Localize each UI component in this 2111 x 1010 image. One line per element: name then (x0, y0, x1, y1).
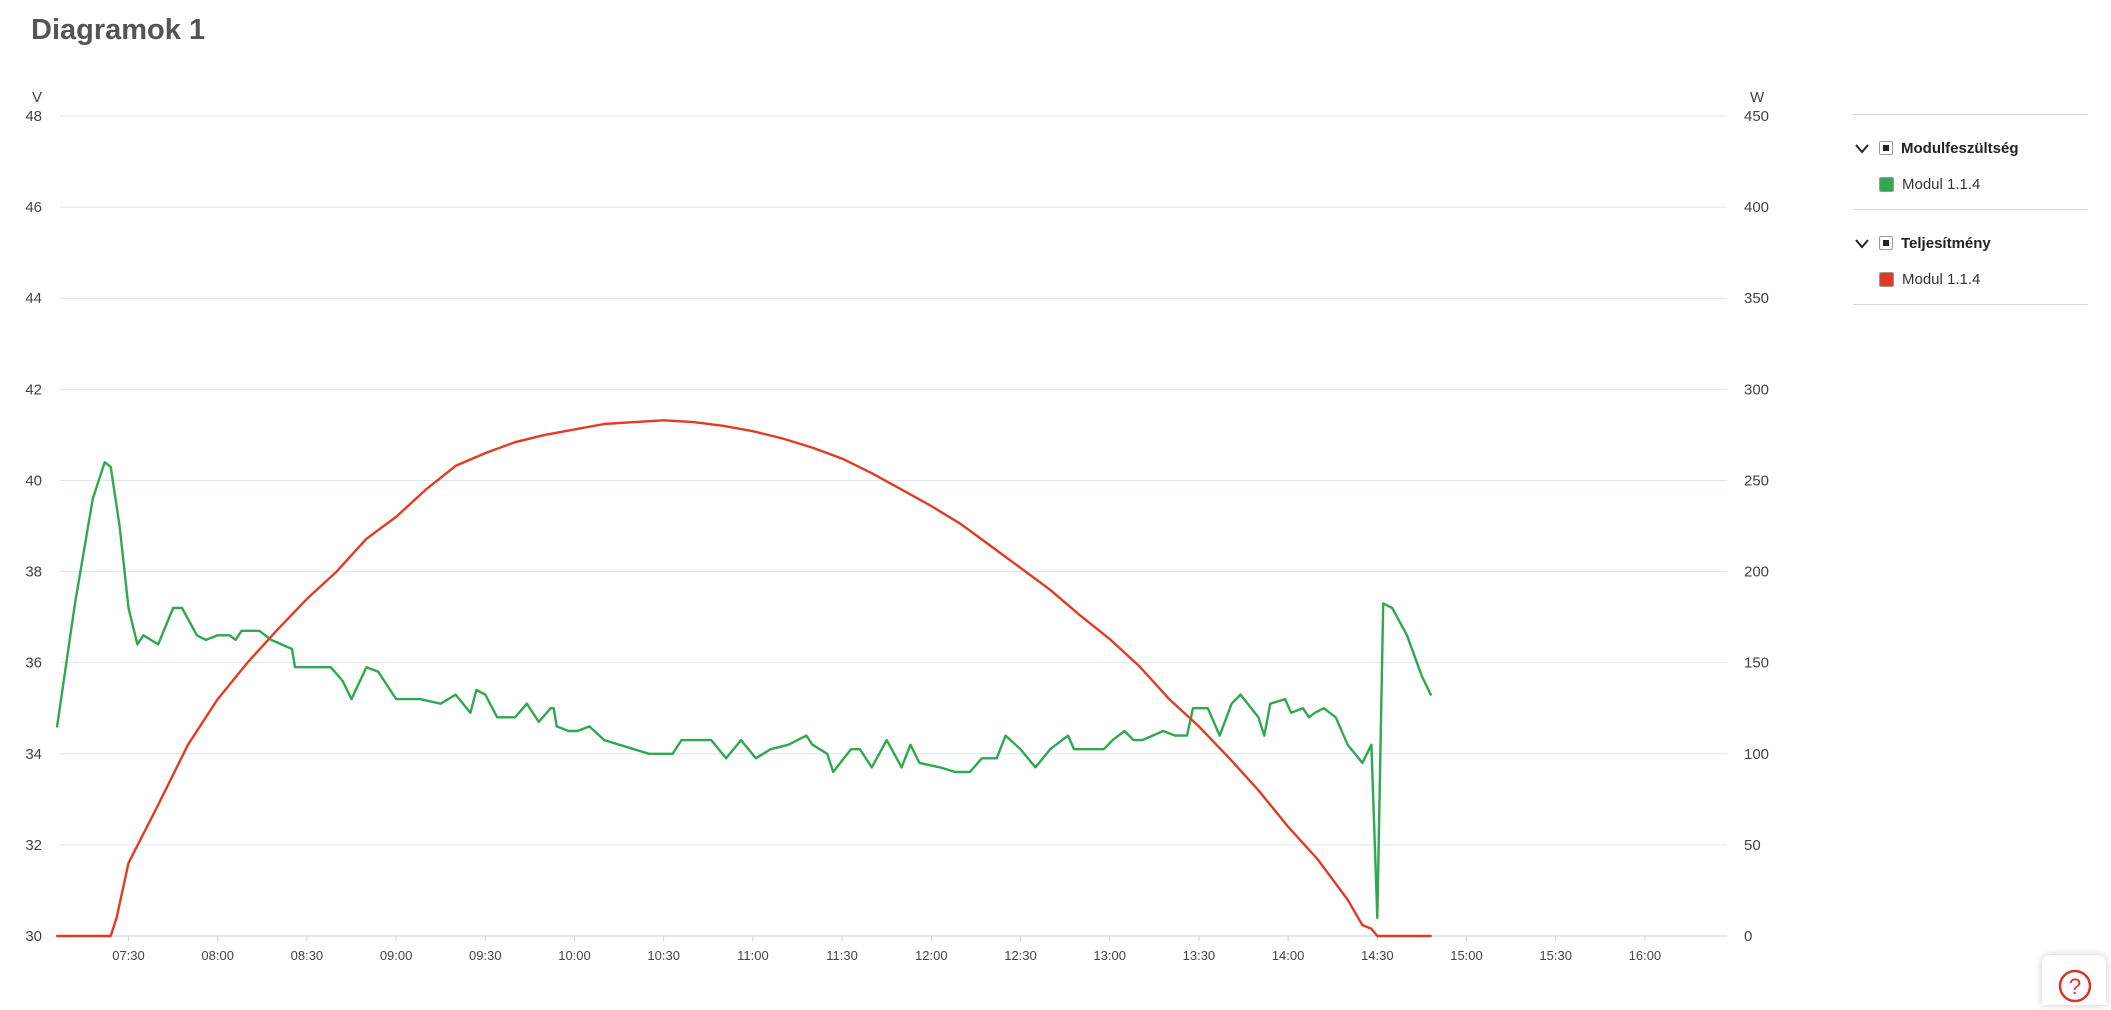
legend-divider (1853, 304, 2088, 305)
legend-group-power: Teljesítmény Modul 1.1.4 (1853, 210, 2088, 304)
y-right-tick-label: 250 (1744, 472, 1769, 489)
x-tick-label: 15:30 (1539, 948, 1572, 963)
legend-group-header[interactable]: Modulfeszültség (1853, 137, 2088, 159)
series-line-power (55, 419, 1432, 938)
x-tick-label: 09:00 (380, 948, 413, 963)
legend-item-voltage-modul[interactable]: Modul 1.1.4 (1879, 173, 2088, 195)
x-tick-label: 10:30 (647, 948, 680, 963)
x-tick-label: 12:00 (915, 948, 948, 963)
y-right-tick-label: 200 (1744, 564, 1769, 581)
x-tick-label: 08:30 (291, 948, 324, 963)
y-right-tick-label: 100 (1744, 746, 1769, 763)
x-tick-label: 11:30 (826, 948, 858, 963)
y-left-tick-label: 44 (25, 290, 42, 307)
y-right-tick-label: 50 (1744, 837, 1761, 854)
y-left-tick-label: 46 (25, 199, 42, 216)
legend-divider (1853, 114, 2088, 115)
legend-item-power-modul[interactable]: Modul 1.1.4 (1879, 268, 2088, 290)
y-left-tick-label: 34 (25, 746, 42, 763)
chevron-down-icon[interactable] (1853, 234, 1871, 252)
legend-divider (1853, 209, 2088, 210)
x-tick-label: 09:30 (469, 948, 502, 963)
y-right-unit-label: W (1750, 89, 1765, 106)
legend-group-checkbox[interactable] (1879, 141, 1893, 155)
legend-group-header[interactable]: Teljesítmény (1853, 232, 2088, 254)
x-tick-label: 08:00 (201, 948, 234, 963)
y-left-tick-label: 32 (25, 837, 42, 854)
x-tick-label: 13:30 (1183, 948, 1216, 963)
y-right-tick-label: 0 (1744, 928, 1752, 945)
grid-lines (60, 115, 1727, 937)
legend-swatch[interactable] (1879, 176, 1894, 192)
y-left-tick-label: 36 (25, 655, 42, 672)
y-right-tick-label: 350 (1744, 290, 1769, 307)
y-right-tick-label: 400 (1744, 199, 1769, 216)
x-tick-label: 16:00 (1629, 948, 1662, 963)
y-right-tick-label: 150 (1744, 655, 1769, 672)
chevron-down-icon[interactable] (1853, 139, 1871, 157)
legend-group-label: Modulfeszültség (1901, 139, 2019, 157)
legend-group-voltage: Modulfeszültség Modul 1.1.4 (1853, 115, 2088, 209)
x-tick-label: 11:00 (737, 948, 769, 963)
y-left-tick-label: 30 (25, 928, 42, 945)
x-tick-label: 12:30 (1004, 948, 1037, 963)
y-left-tick-label: 48 (25, 108, 42, 125)
y-left-tick-label: 40 (25, 472, 42, 489)
x-tick-label: 10:00 (558, 948, 591, 963)
help-button[interactable]: ? (2042, 955, 2106, 1005)
y-left-tick-label: 42 (25, 381, 42, 398)
y-left-unit-label: V (32, 89, 42, 106)
page-title: Diagramok 1 (31, 14, 206, 46)
x-tick-label: 13:00 (1093, 948, 1126, 963)
series-line-voltage (55, 461, 1432, 919)
legend: Modulfeszültség Modul 1.1.4 Teljesítmény… (1853, 114, 2088, 305)
x-tick-label: 14:00 (1272, 948, 1305, 963)
legend-item-label: Modul 1.1.4 (1902, 270, 1981, 288)
y-right-tick-label: 450 (1744, 108, 1769, 125)
legend-group-label: Teljesítmény (1901, 234, 1991, 252)
x-tick-label: 07:30 (112, 948, 145, 963)
x-tick-label: 14:30 (1361, 948, 1394, 963)
legend-swatch[interactable] (1879, 271, 1894, 287)
y-right-tick-label: 300 (1744, 381, 1769, 398)
legend-item-label: Modul 1.1.4 (1902, 175, 1981, 193)
legend-group-checkbox[interactable] (1879, 236, 1893, 250)
help-icon[interactable]: ? (2042, 955, 2106, 1005)
x-tick-label: 15:00 (1450, 948, 1483, 963)
series-lines (55, 419, 1432, 938)
svg-text:?: ? (2069, 974, 2081, 999)
y-left-tick-label: 38 (25, 564, 42, 581)
